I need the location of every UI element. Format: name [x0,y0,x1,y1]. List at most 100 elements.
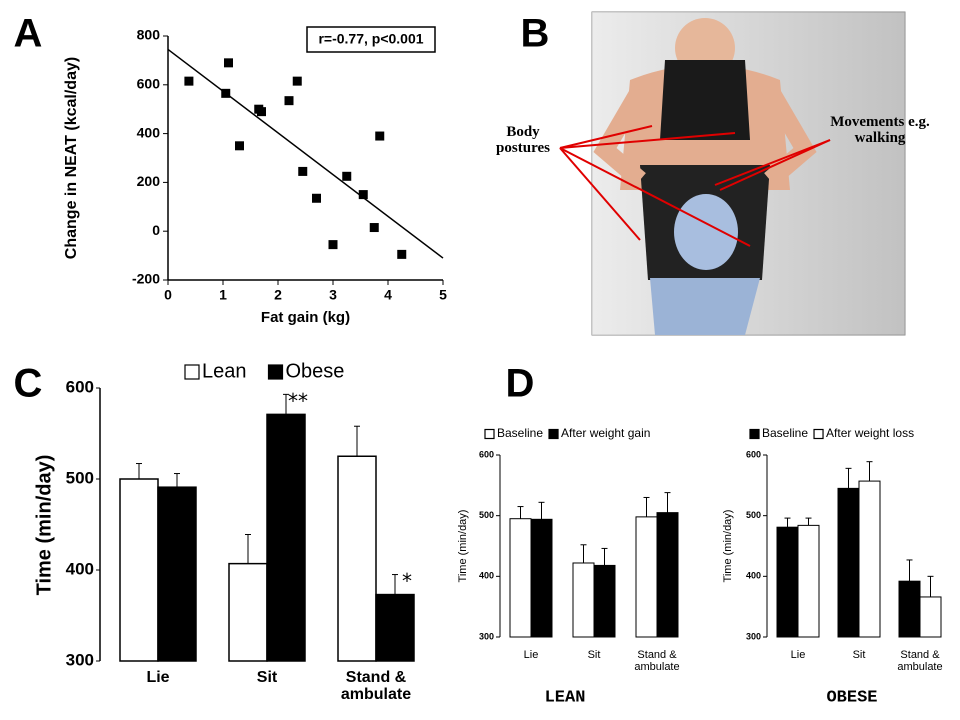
point [369,223,379,233]
legend-label: Lean [202,360,247,382]
point [257,107,266,117]
y-tick-label: 500 [66,468,94,487]
chart-title: OBESE [826,688,877,707]
label-box: Lie [146,670,170,686]
point [358,190,368,200]
bar [266,413,306,662]
y-tick-label: 600 [137,76,161,92]
legend-swatch [484,428,495,440]
point [328,240,338,250]
y-axis-label: Time (min/day) [33,455,55,596]
bar [593,564,616,638]
legend-swatch [267,364,284,380]
annotation: ** [288,389,308,413]
point [298,166,308,176]
legend-swatch [749,428,760,440]
label-box: Stand & ambulate [340,670,412,703]
legend-label: After weight loss [826,426,914,440]
y-tick-label: 600 [479,449,494,459]
x-tick-label: 2 [274,287,282,303]
legend-label: After weight gain [561,426,650,440]
y-tick-label: 400 [66,559,94,578]
y-tick-label: 0 [152,222,160,238]
photo-label: Body postures [496,125,550,156]
y-axis-label: Time (min/day) [722,510,734,583]
legend-swatch [813,428,824,440]
legend-swatch [184,364,200,380]
photo-label: Movements e.g. walking [830,115,930,146]
x-tick-label: Sit [852,650,866,661]
point [284,96,294,106]
point [312,193,321,203]
bar [656,512,679,638]
annotation-box [306,26,436,53]
y-tick-label: -200 [132,271,160,287]
legend-label: Obese [286,360,345,382]
y-axis-label: Time (min/day) [457,510,469,583]
panel-letter: C [14,362,43,406]
x-axis-label: Fat gain (kg) [261,309,350,326]
y-tick-label: 200 [137,173,161,189]
bar [119,478,159,662]
legend-label: Baseline [762,426,808,440]
bar [635,516,658,638]
bar [572,562,595,638]
panel-letter: D [506,362,535,406]
y-axis-label: Change in NEAT (kcal/day) [63,57,80,259]
y-tick-label: 600 [746,449,761,459]
x-tick-label: 0 [164,287,172,303]
bar [337,455,377,662]
point [375,131,385,141]
point [224,58,233,68]
y-tick-label: 400 [746,571,761,581]
bar [919,596,942,638]
y-tick-label: 600 [66,377,94,396]
trend-line [167,48,444,259]
point [221,88,231,98]
label-box: Sit [587,650,601,661]
legend-label: Baseline [497,426,543,440]
bar [228,562,268,662]
bar [509,518,532,638]
y-tick-label: 300 [66,650,94,669]
bar [157,486,197,662]
point [292,76,302,86]
bar [837,487,860,638]
annotation: * [402,569,412,593]
x-tick-label: Sit [256,670,278,686]
x-tick-label: Lie [146,670,170,686]
bar [898,580,921,638]
x-tick-label: Sit [587,650,601,661]
x-tick-label: 5 [439,287,447,303]
y-tick-label: 400 [137,124,161,140]
label-box: Lie [790,650,806,661]
label-box: Sit [852,650,866,661]
y-tick-label: 300 [479,631,494,641]
x-tick-label: 1 [219,287,227,303]
y-tick-label: 500 [479,510,494,520]
label-box: Sit [256,670,278,686]
point [235,141,244,151]
point [184,76,194,86]
bar [776,526,799,638]
legend-swatch [548,428,559,440]
panel-letter: A [14,12,43,56]
x-tick-label: Lie [523,650,539,661]
x-tick-label: Stand & ambulate [897,650,943,673]
bar [797,524,820,638]
point [342,171,352,181]
label-box: Stand & ambulate [634,650,679,672]
y-tick-label: 500 [746,510,761,520]
bar [858,480,881,638]
photo [559,11,906,336]
x-tick-label: Stand & ambulate [340,670,412,703]
x-tick-label: Lie [790,650,806,661]
x-tick-label: 4 [384,287,392,303]
bar [530,518,553,638]
y-tick-label: 300 [746,631,761,641]
x-tick-label: 3 [329,287,337,303]
bar [375,593,415,662]
label-box: Stand & ambulate [897,650,943,673]
y-tick-label: 400 [479,571,494,581]
